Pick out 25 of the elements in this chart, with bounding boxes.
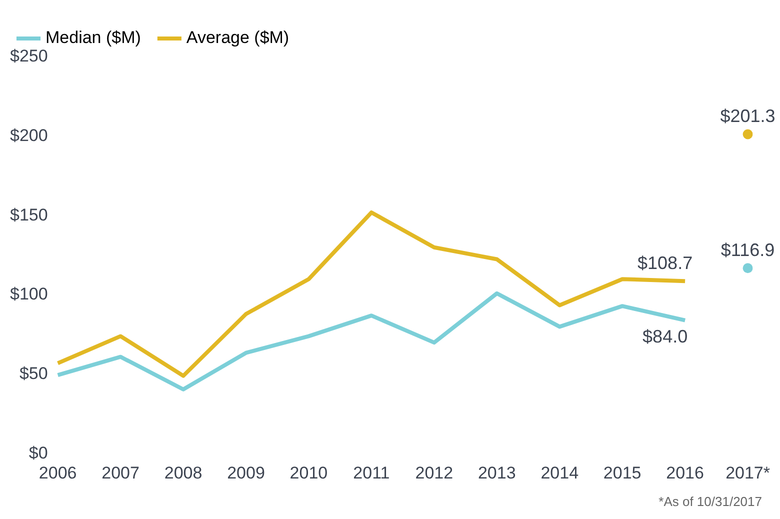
x-tick-label: 2009 [227, 463, 265, 482]
y-tick-label: $100 [10, 284, 48, 304]
x-tick-label: 2012 [415, 463, 454, 482]
y-tick-label: $50 [19, 364, 48, 383]
text: *As of 10/31/2017 [658, 494, 762, 510]
x-tick-label: 2013 [478, 463, 516, 482]
data-label: $84.0 [642, 326, 688, 346]
x-tick-label: 2011 [353, 463, 390, 482]
x-tick-label: 2007 [102, 463, 140, 482]
y-tick-label: $250 [10, 46, 48, 66]
x-tick-label: 2010 [290, 463, 328, 482]
data-label: $201.3 [720, 106, 776, 126]
data-label: $116.9 [720, 240, 775, 260]
legend-label: Average ($M) [186, 28, 290, 48]
y-tick-label: $150 [10, 205, 48, 224]
legend-label: Median ($M) [46, 28, 141, 48]
x-tick-label: 2006 [38, 463, 77, 482]
x-tick-label: 2008 [164, 463, 202, 482]
x-tick-label: 2014 [540, 463, 579, 482]
y-tick-label: $0 [28, 443, 48, 462]
y-tick-label: $200 [10, 126, 48, 146]
x-tick-label: 2015 [603, 463, 642, 482]
x-tick-label: 2017* [726, 463, 770, 482]
data-label: $108.7 [638, 253, 693, 274]
x-tick-label: 2016 [666, 463, 704, 482]
